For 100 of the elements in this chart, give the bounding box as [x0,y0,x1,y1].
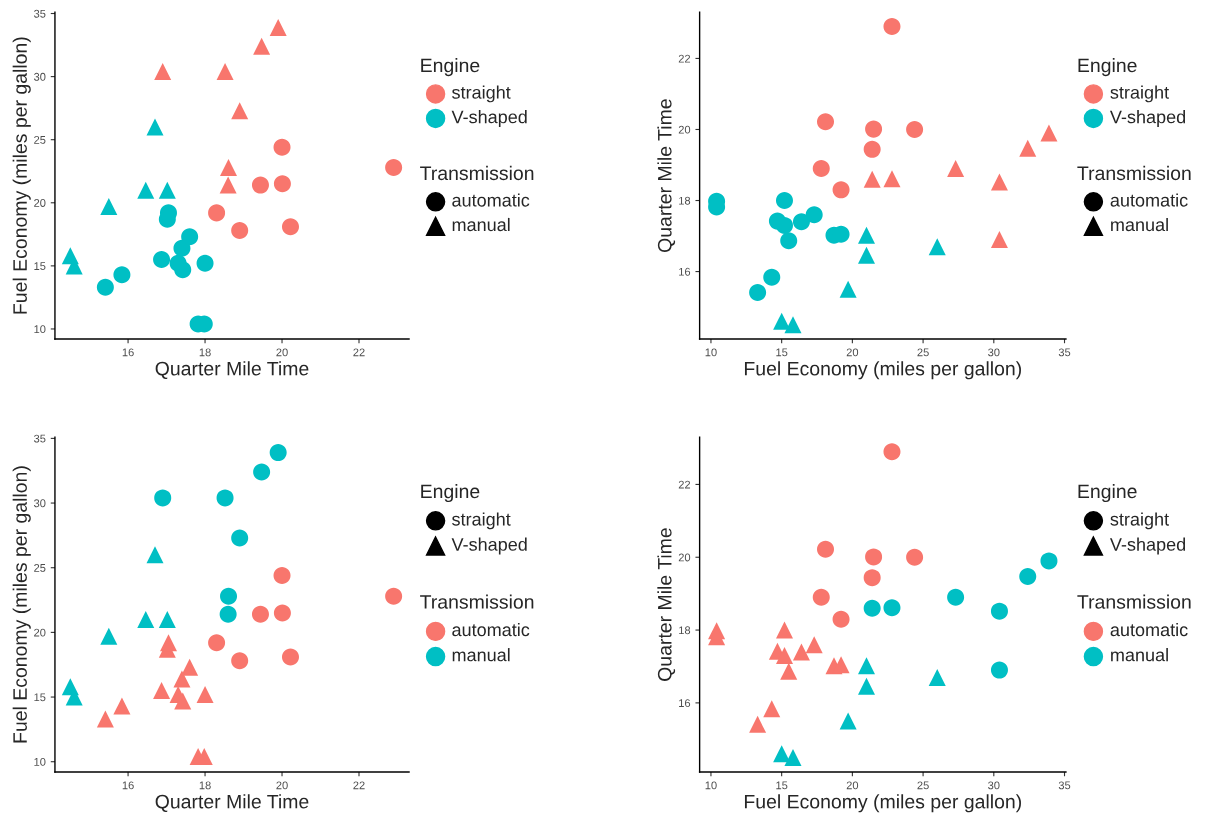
point [906,548,924,566]
point [153,682,171,700]
text: manual [1111,648,1168,662]
point [269,18,287,36]
point [863,140,881,158]
point [196,254,214,272]
point [253,463,271,481]
point [883,443,901,461]
point [906,120,924,138]
y-tick-label: 20 [34,628,46,637]
point [773,312,791,330]
y-tick-label: 20 [34,199,46,207]
x-tick-label: 20 [846,348,859,357]
point [928,668,946,686]
point [1040,552,1058,570]
point [219,605,237,623]
text: straight [1110,512,1169,530]
point [883,17,901,35]
point [269,444,287,462]
point [100,627,118,645]
point [146,546,164,564]
point [273,604,291,622]
text: Engine [421,58,480,77]
point [158,610,176,628]
point [990,173,1008,191]
x-tick-label: 35 [1058,781,1071,790]
point [273,566,291,584]
point [1019,139,1037,157]
point [883,599,901,617]
x-tick-label: 22 [353,781,365,790]
text: manual [452,217,510,232]
point [220,158,238,176]
point [839,712,857,730]
point [990,661,1008,679]
point [839,280,857,298]
point [173,670,191,688]
point [817,540,835,558]
point [780,662,798,680]
point [865,548,883,566]
y-tick-label: 30 [33,499,46,508]
point [385,158,403,176]
y-tick-label: 20 [678,125,691,134]
y-tick-label: 35 [33,434,46,443]
x-tick-label: 30 [988,781,1000,790]
point [1019,568,1037,586]
point [780,232,798,250]
text: Engine [1078,483,1137,503]
x-tick-label: 16 [122,348,134,357]
x-tick-label: 10 [705,348,717,357]
point [281,648,299,666]
point [113,697,131,715]
point [863,569,881,587]
point [812,588,830,606]
text: manual [452,648,510,662]
point [153,251,171,269]
point [169,254,187,272]
point [154,63,172,81]
point [96,710,114,728]
y-tick-label: 22 [678,480,691,489]
y-tick-label: 15 [34,693,46,702]
point [231,102,249,120]
y-tick-label: 25 [34,563,46,572]
point [385,587,403,605]
x-tick-label: 30 [988,348,1000,357]
text: V-shaped [451,537,527,555]
text: Engine [421,483,480,503]
point [749,715,767,733]
point [749,284,767,302]
point [231,222,249,240]
text: straight [452,85,511,103]
point [100,198,118,216]
text: straight [1110,85,1169,103]
point [219,176,237,194]
text: straight [452,512,511,530]
text: Transmission [420,165,534,181]
y-tick-label: 35 [33,9,46,18]
text: Engine [1078,58,1137,77]
point [273,175,291,193]
point [858,246,876,264]
point [146,118,164,136]
point [154,489,172,507]
point [158,181,176,199]
x-tick-label: 20 [276,781,288,790]
point [947,588,965,606]
text: Transmission [420,594,534,609]
point [208,634,226,652]
text: V-shaped [451,110,527,127]
y-tick-label: 10 [34,325,46,334]
y-axis-title: Fuel Economy (miles per gallon) [12,466,31,743]
point [196,685,214,703]
y-axis-title: Quarter Mile Time [657,528,676,681]
point [792,213,810,231]
point [216,63,234,81]
point [775,192,793,210]
text: Transmission [1077,165,1191,181]
point [220,587,238,605]
point [812,160,830,178]
point [990,231,1008,249]
text: automatic [452,622,530,637]
y-tick-label: 22 [678,54,691,63]
